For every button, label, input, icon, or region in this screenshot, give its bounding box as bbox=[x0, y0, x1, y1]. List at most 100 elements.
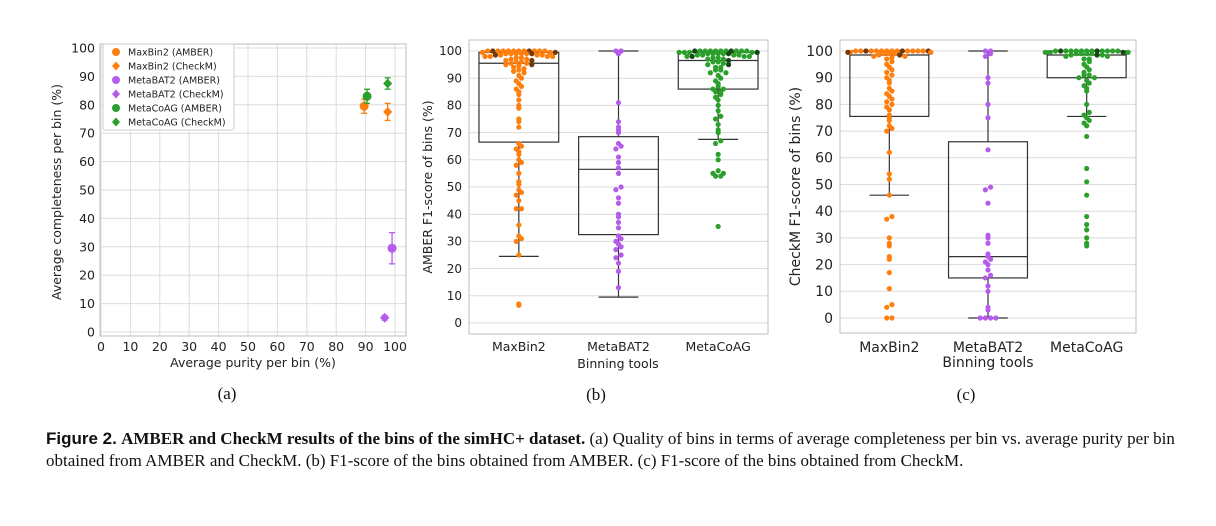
panel-c-data-point bbox=[1110, 48, 1116, 54]
panel-c-data-point bbox=[982, 48, 989, 54]
panel-b-data-point bbox=[715, 102, 721, 108]
panel-c-data-point bbox=[1084, 165, 1090, 172]
panel-b-ytick-label: 70 bbox=[447, 126, 462, 140]
panel-b-data-point bbox=[524, 60, 530, 66]
panel-c-data-point bbox=[886, 286, 892, 292]
panel-a-legend-label: MetaCoAG (CheckM) bbox=[128, 118, 226, 129]
panel-b-data-point bbox=[712, 67, 719, 73]
panel-c-data-point bbox=[852, 48, 859, 54]
panel-b-data-point bbox=[513, 206, 519, 212]
panel-c-data-point bbox=[1081, 72, 1087, 78]
panel-b-data-point bbox=[516, 151, 522, 157]
panel-c-data-point bbox=[868, 48, 874, 54]
panel-b-data-point bbox=[518, 59, 525, 65]
panel-c-data-point bbox=[982, 315, 989, 321]
panel-b-data-point bbox=[715, 168, 721, 174]
panel-a-ytick-label: 40 bbox=[79, 211, 95, 226]
panel-a-point bbox=[387, 243, 397, 253]
panel-b-data-point bbox=[710, 51, 716, 57]
panel-c-data-point bbox=[1052, 48, 1059, 54]
panel-b-data-point bbox=[547, 49, 553, 55]
panel-b-data-point bbox=[676, 49, 682, 55]
panel-c-data-point bbox=[889, 315, 895, 321]
panel-c-ytick-label: 20 bbox=[815, 258, 833, 274]
panel-c-data-point bbox=[1063, 53, 1069, 59]
panel-b-data-point bbox=[615, 214, 622, 220]
panel-c-data-point bbox=[884, 56, 890, 62]
panel-b-data-point bbox=[521, 66, 527, 72]
panel-b-data-point bbox=[689, 53, 695, 60]
panel-b-label: (b) bbox=[586, 385, 606, 404]
panel-c-data-point bbox=[1115, 48, 1121, 54]
panel-a-point bbox=[362, 91, 372, 101]
panel-b-data-point bbox=[516, 97, 522, 103]
panel-b-data-point bbox=[754, 49, 760, 55]
panel-b-data-point bbox=[508, 56, 514, 62]
panel-c-data-point bbox=[873, 48, 879, 54]
panel-c-data-point bbox=[886, 51, 892, 57]
panel-b-data-point bbox=[705, 51, 711, 57]
panel-a-xtick-label: 60 bbox=[269, 339, 285, 354]
panel-b-data-point bbox=[712, 173, 719, 179]
panel-a-xlabel: Average purity per bin (%) bbox=[170, 355, 336, 370]
panel-b-data-point bbox=[516, 91, 522, 98]
panel-b-data-point bbox=[712, 89, 719, 95]
panel-c-xlabel: Binning tools bbox=[942, 355, 1033, 371]
panel-b-data-point bbox=[618, 143, 624, 149]
panel-b-ylabel: AMBER F1-score of bins (%) bbox=[420, 100, 435, 273]
panel-b-data-point bbox=[490, 48, 496, 54]
panel-b-data-point bbox=[524, 51, 530, 57]
panel-b-data-point bbox=[686, 49, 693, 55]
panel-c-ytick-label: 50 bbox=[815, 177, 833, 193]
panel-a-legend-marker bbox=[112, 89, 120, 99]
panel-c-data-point bbox=[845, 49, 851, 55]
panel-b-data-point bbox=[707, 70, 713, 76]
panel-c-data-point bbox=[910, 48, 916, 54]
panel-b-data-point bbox=[513, 238, 519, 244]
panel-b-data-point bbox=[615, 268, 622, 274]
panel-b-data-point bbox=[725, 51, 732, 57]
panel-c-ytick-label: 100 bbox=[806, 44, 833, 60]
figure-caption-label: Figure 2. bbox=[46, 429, 117, 448]
panel-b-data-point bbox=[718, 67, 724, 73]
panel-a-ytick-label: 90 bbox=[79, 69, 95, 84]
panel-b-data-point bbox=[513, 162, 519, 168]
panel-b-data-point bbox=[615, 170, 622, 176]
panel-b-data-point bbox=[521, 70, 527, 76]
panel-c-data-point bbox=[1094, 52, 1100, 58]
panel-b-data-point bbox=[715, 223, 721, 230]
panel-c-data-point bbox=[985, 115, 991, 121]
panel-b-data-point bbox=[518, 83, 525, 89]
panel-b-data-point bbox=[720, 60, 726, 66]
panel-c-data-point bbox=[988, 256, 994, 262]
panel-b-data-point bbox=[736, 52, 742, 58]
panel-a-legend-box bbox=[102, 43, 235, 131]
panel-c-data-point bbox=[884, 69, 890, 75]
panel-c-ytick-label: 10 bbox=[815, 284, 833, 300]
panel-b-data-point bbox=[705, 62, 711, 68]
panel-c-xtick-label: MaxBin2 bbox=[859, 340, 919, 356]
panel-b-data-point bbox=[615, 119, 622, 125]
panel-c-data-point bbox=[1094, 48, 1100, 54]
panel-c-data-point bbox=[1084, 213, 1090, 220]
panel-c-data-point bbox=[982, 187, 989, 193]
panel-c-data-point bbox=[889, 213, 895, 220]
panel-b-xtick-label: MetaCoAG bbox=[685, 339, 750, 354]
panel-b-data-point bbox=[529, 62, 535, 68]
panel-a-legend-label: MetaCoAG (AMBER) bbox=[128, 104, 222, 115]
panel-b-data-point bbox=[725, 57, 732, 64]
panel-a-xtick-label: 100 bbox=[383, 339, 407, 354]
panel-b-data-point bbox=[618, 236, 624, 242]
panel-b-data-point bbox=[715, 55, 721, 61]
panel-b-boxplot: 0 10 20 30 40 50 60 70 80 90 100 MaxBin2 MetaBAT2 Met… bbox=[420, 39, 769, 371]
panel-c-data-point bbox=[1047, 49, 1053, 55]
panel-c-data-point bbox=[985, 235, 991, 241]
panel-c-data-point bbox=[884, 216, 890, 222]
panel-b-data-point bbox=[681, 49, 687, 55]
panel-c-data-point bbox=[985, 101, 991, 107]
panel-c-data-point bbox=[1084, 88, 1090, 94]
panel-b-data-point bbox=[615, 100, 622, 106]
panel-c-data-point bbox=[985, 240, 991, 246]
panel-a-legend-label: MaxBin2 (CheckM) bbox=[128, 62, 217, 73]
panel-a-frame bbox=[99, 43, 407, 337]
